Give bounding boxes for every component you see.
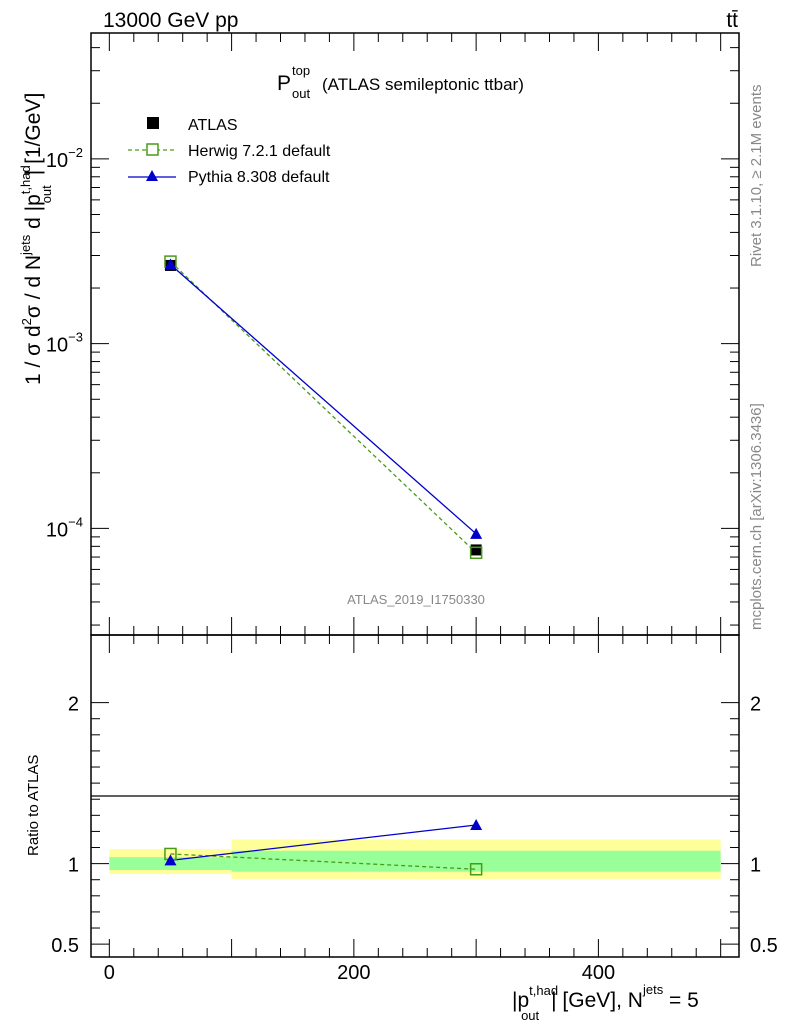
axis-ticks: 10−2 10−3 10−4 2 2 1 1 0.5 0.5 0 200 400 [46,33,778,984]
legend-herwig-marker [146,143,159,156]
x-tick-label: 200 [337,962,370,984]
ratio-y-tick-label-right: 2 [750,694,761,716]
ratio-band-inner [231,850,721,872]
ratio-axis-label: Ratio to ATLAS [25,755,42,856]
title-main: P [277,72,291,95]
legend: ATLAS Herwig 7.2.1 default Pythia 8.308 … [128,117,331,186]
ratio-y-tick-label-left: 2 [68,694,79,716]
pythia-line [170,264,477,535]
x-tick-label: 0 [104,962,115,984]
legend-atlas-marker [147,117,159,129]
legend-atlas-label: ATLAS [188,117,238,134]
y-axis-label: 1 / σ d2σ / d Njets d |pt,hadout| [1/GeV… [18,93,54,385]
y-tick-label: 10−4 [46,514,83,541]
herwig-point [469,546,483,560]
data-series [164,255,483,876]
y-tick-label: 10−3 [46,330,83,357]
x-tick-label: 400 [582,962,615,984]
pythia-ratio-line [170,824,477,862]
title-rest: (ATLAS semileptonic ttbar) [322,75,524,94]
ratio-uncertainty-bands [109,839,721,879]
title-sup: top [292,63,310,78]
legend-pythia-marker [146,170,158,181]
atlas-point [470,544,482,556]
rivet-label: Rivet 3.1.10, ≥ 2.1M events [748,85,765,268]
legend-pythia-label: Pythia 8.308 default [188,169,330,186]
y-axis-label-text: 1 / σ d2σ / d Njets d |pt,hadout| [1/GeV… [18,93,54,385]
pythia-ratio-point [164,854,177,866]
pythia-point [470,527,483,539]
herwig-ratio-line [170,853,477,870]
title-sub: out [292,86,310,101]
ratio-y-tick-label-right: 1 [750,855,761,877]
pythia-point [164,258,177,270]
pythia-ratio-point [470,818,483,830]
legend-herwig-label: Herwig 7.2.1 default [188,143,331,160]
y-tick-label: 10−2 [46,145,83,172]
herwig-ratio-point [469,863,483,876]
energy-label: 13000 GeV pp [103,9,238,32]
x-axis-label: |pt,had out| [GeV], Njets = 5 [512,982,699,1023]
analysis-label: ATLAS_2019_I1750330 [347,592,485,607]
ratio-y-tick-label-right: 0.5 [750,935,778,957]
process-label: tt̄ [726,9,738,32]
ratio-y-tick-label-left: 0.5 [51,935,79,957]
ratio-y-tick-label-left: 1 [68,855,79,877]
mcplots-label: mcplots.cern.ch [arXiv:1306.3436] [748,403,765,630]
plot-title: P top out (ATLAS semileptonic ttbar) [277,63,524,101]
